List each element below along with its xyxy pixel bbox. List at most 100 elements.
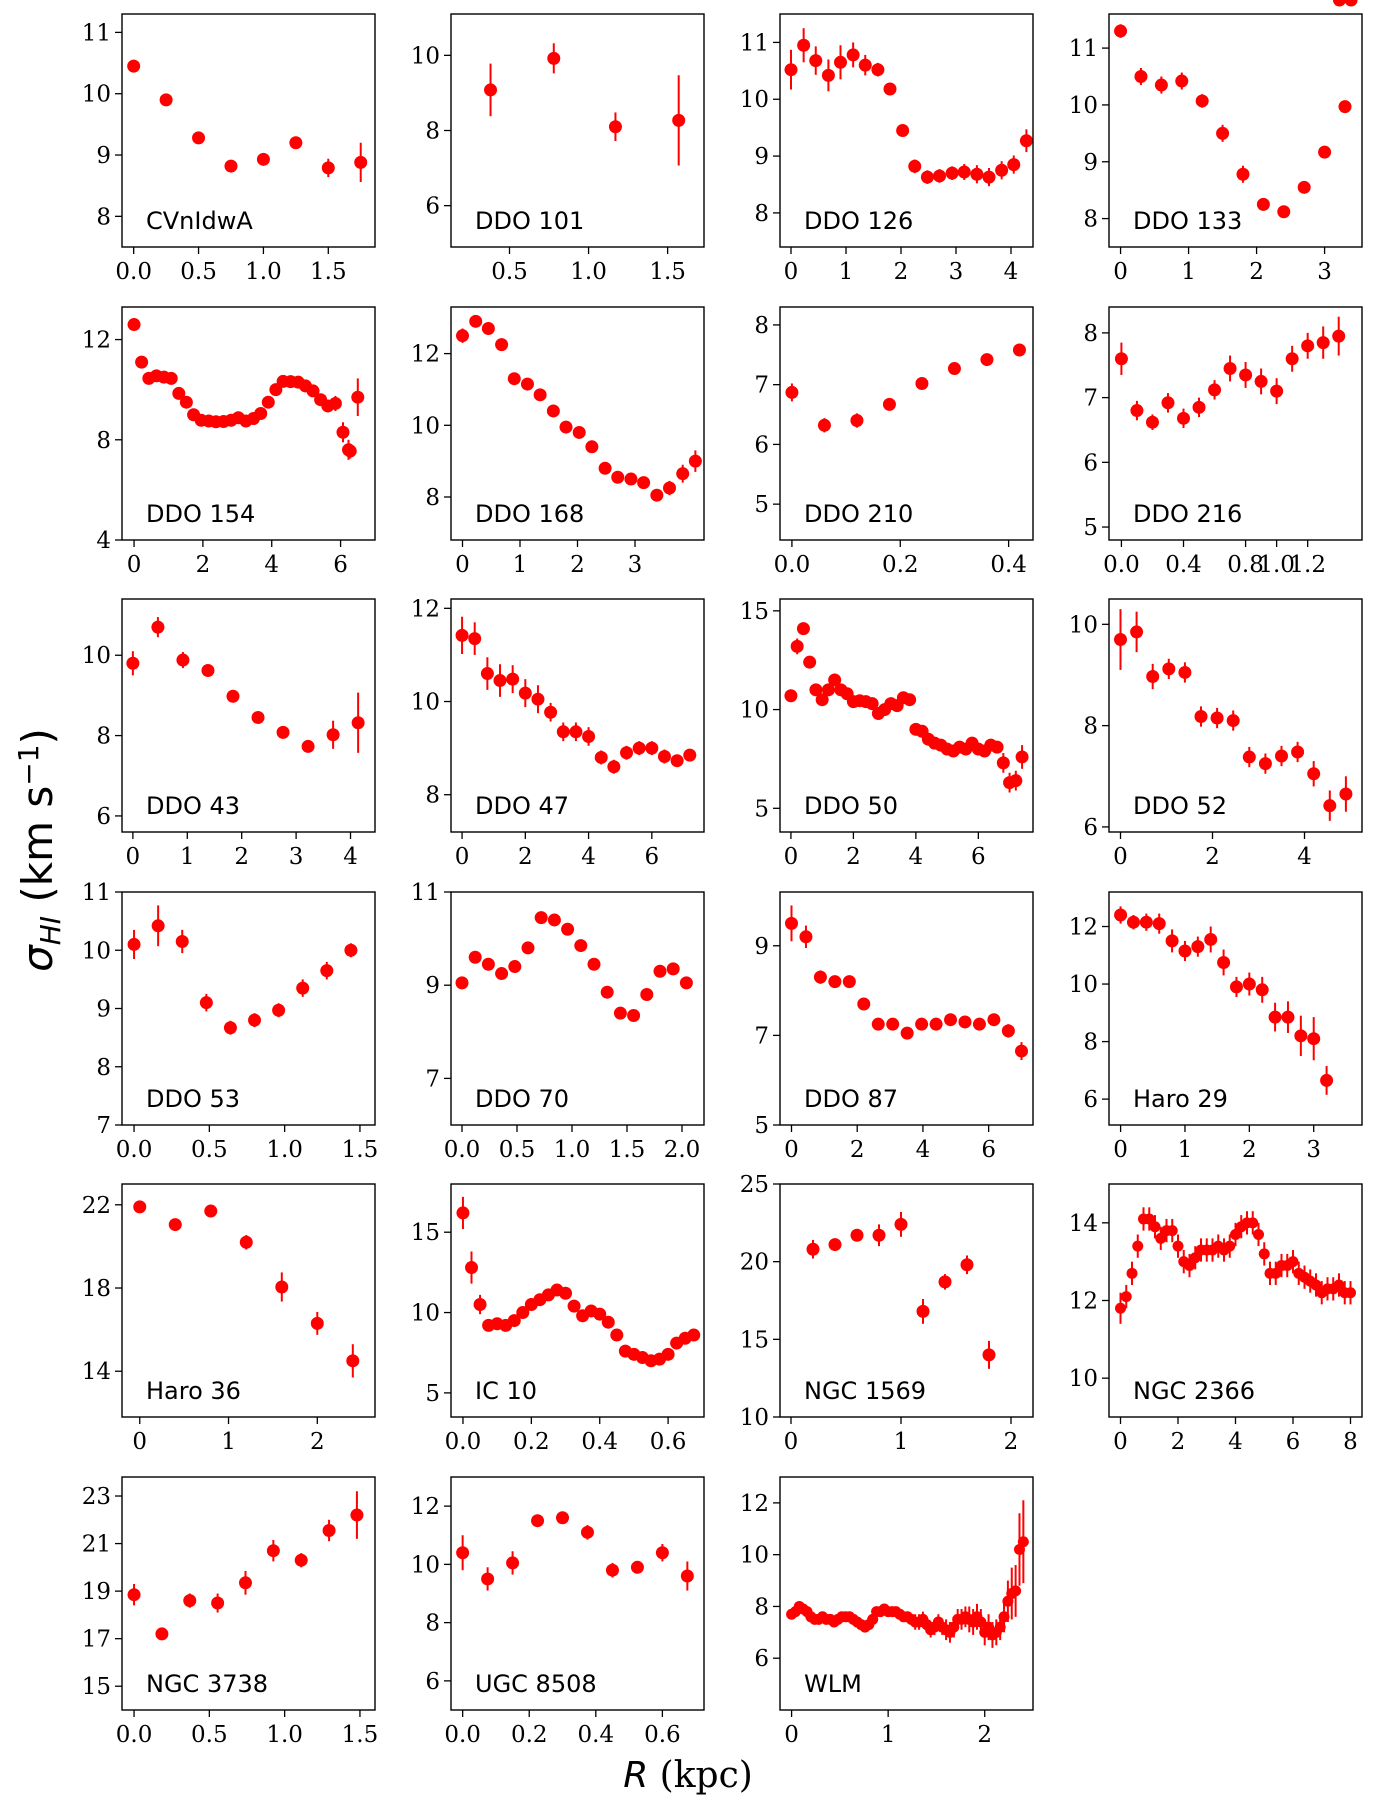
x-tick-label: 2 xyxy=(570,552,585,578)
data-point xyxy=(980,353,994,367)
y-tick-label: 8 xyxy=(1083,1030,1098,1056)
galaxy-name: NGC 1569 xyxy=(804,1377,926,1405)
data-point xyxy=(1255,983,1269,997)
data-point xyxy=(821,68,835,82)
y-tick-label: 5 xyxy=(425,1381,440,1407)
data-point xyxy=(929,1017,943,1031)
x-tick-label: 0 xyxy=(455,844,470,870)
galaxy-name: Haro 29 xyxy=(1133,1085,1228,1113)
data-point xyxy=(995,163,1009,177)
data-point xyxy=(1162,662,1176,676)
x-tick-label: 1.5 xyxy=(649,259,686,285)
data-point xyxy=(1297,180,1311,194)
y-tick-label: 6 xyxy=(754,432,769,458)
data-point xyxy=(1192,400,1206,414)
panel-ddo-126: 0 1 2 3 4 8 9 10 11 DDO 126 xyxy=(740,13,1034,285)
data-point xyxy=(343,444,357,458)
x-tick-label: 0.5 xyxy=(491,259,528,285)
y-tick-label: 8 xyxy=(1083,207,1098,233)
x-tick-label: 6 xyxy=(644,844,659,870)
data-point xyxy=(224,159,238,173)
x-tick-label: 0.0 xyxy=(444,1137,481,1163)
panel-ddo-47: 0 2 4 6 8 10 12 DDO 47 xyxy=(411,596,705,870)
x-tick-label: 0 xyxy=(1113,1137,1128,1163)
data-point xyxy=(1134,70,1148,84)
data-point xyxy=(495,338,509,352)
y-tick-label: 8 xyxy=(96,1055,111,1081)
data-point xyxy=(559,420,573,434)
panel-frame xyxy=(450,1476,705,1711)
x-tick-label: 1.0 xyxy=(570,259,607,285)
y-tick-label: 5 xyxy=(754,1113,769,1139)
y-tick-label: 11 xyxy=(411,880,440,906)
y-tick-label: 9 xyxy=(96,997,111,1023)
y-tick-label: 8 xyxy=(1083,714,1098,740)
data-point xyxy=(1007,158,1021,172)
data-point xyxy=(294,1553,308,1567)
panel-ic-10: 0.0 0.2 0.4 0.6 5 10 15 IC 10 xyxy=(411,1183,705,1455)
data-point xyxy=(346,1354,360,1368)
galaxy-name: CVnIdwA xyxy=(146,207,253,235)
data-point xyxy=(1216,126,1230,140)
data-point xyxy=(569,725,583,739)
x-tick-label: 3 xyxy=(628,552,643,578)
x-tick-label: 0 xyxy=(126,844,141,870)
data-point xyxy=(251,711,265,725)
x-tick-label: 0.5 xyxy=(499,1137,536,1163)
data-point xyxy=(970,167,984,181)
panel-frame xyxy=(121,1183,376,1418)
x-tick-label: 4 xyxy=(916,1137,931,1163)
data-point xyxy=(828,1238,842,1252)
y-tick-label: 9 xyxy=(754,934,769,960)
panel-frame xyxy=(450,13,705,248)
x-tick-label: 1 xyxy=(839,259,854,285)
data-point xyxy=(310,1316,324,1330)
data-point xyxy=(320,964,334,978)
y-tick-label: 10 xyxy=(82,643,111,669)
data-point xyxy=(151,919,165,933)
data-point xyxy=(1316,336,1330,350)
galaxy-name: DDO 216 xyxy=(1133,500,1242,528)
data-point xyxy=(834,55,847,69)
data-point xyxy=(201,664,215,678)
data-point xyxy=(998,1611,1010,1623)
x-tick-label: 0.2 xyxy=(882,552,919,578)
data-point xyxy=(908,159,922,173)
y-tick-label: 5 xyxy=(754,796,769,822)
panel-frame xyxy=(121,13,376,248)
data-point xyxy=(1009,774,1023,788)
y-tick-label: 15 xyxy=(740,1327,769,1353)
data-point xyxy=(204,1204,218,1218)
data-point xyxy=(637,476,651,490)
data-point xyxy=(670,754,684,768)
data-point xyxy=(1154,78,1168,92)
x-tick-label: 1.5 xyxy=(609,1137,646,1163)
y-tick-label: 12 xyxy=(740,1491,769,1517)
data-point xyxy=(272,1003,286,1017)
data-point xyxy=(507,372,521,386)
data-point xyxy=(601,1315,615,1329)
y-tick-label: 7 xyxy=(754,1023,769,1049)
panel-ddo-43: 0 1 2 3 4 6 8 10 DDO 43 xyxy=(82,598,376,870)
data-point xyxy=(1172,1240,1184,1252)
y-tick-label: 9 xyxy=(425,973,440,999)
panel-frame xyxy=(779,598,1034,833)
data-series xyxy=(1114,609,1353,821)
data-point xyxy=(872,1228,886,1242)
data-point xyxy=(960,1258,974,1272)
data-point xyxy=(238,1576,252,1590)
x-tick-label: 1.0 xyxy=(245,259,282,285)
data-point xyxy=(809,683,823,697)
y-tick-label: 20 xyxy=(740,1250,769,1276)
x-tick-label: 0 xyxy=(784,844,799,870)
data-point xyxy=(598,461,612,475)
y-tick-label: 8 xyxy=(96,204,111,230)
data-point xyxy=(126,656,140,670)
x-tick-label: 2 xyxy=(518,844,533,870)
x-tick-label: 0.0 xyxy=(444,1722,481,1748)
x-tick-label: 2 xyxy=(977,1722,992,1748)
y-tick-label: 6 xyxy=(1083,450,1098,476)
data-point xyxy=(1017,1536,1029,1548)
data-point xyxy=(1019,134,1033,148)
